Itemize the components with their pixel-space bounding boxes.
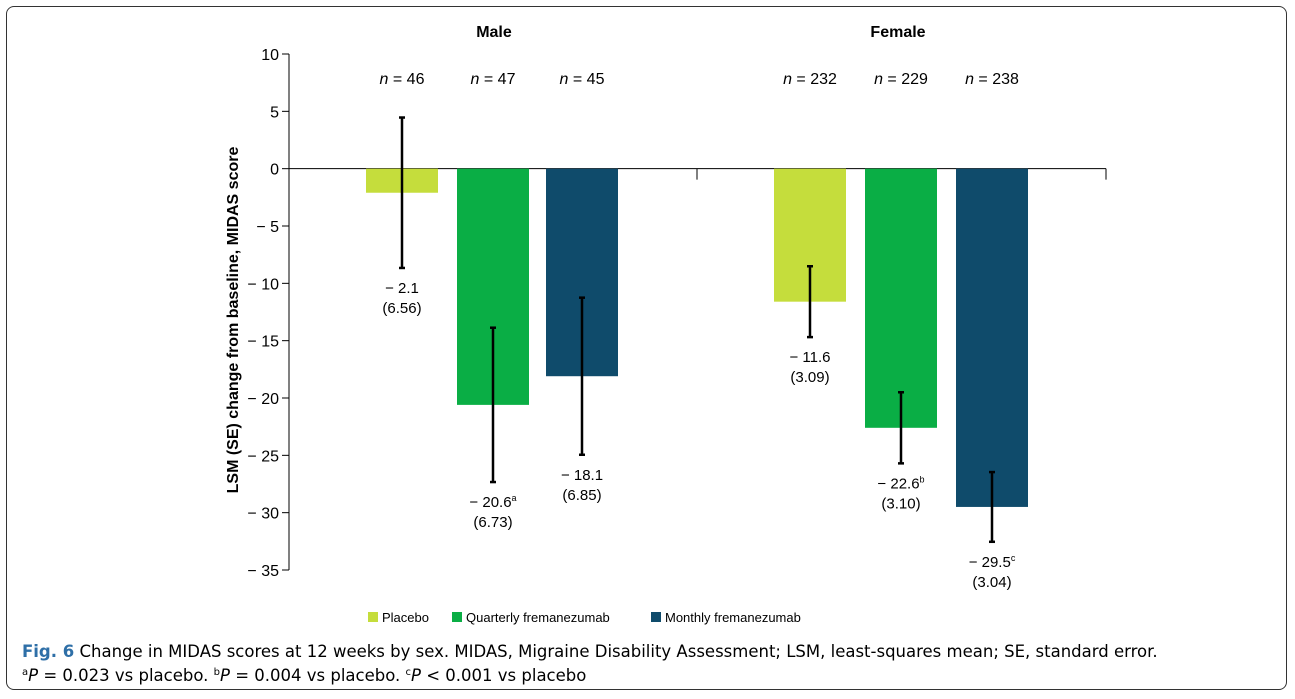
footnote-b-marker: b (213, 667, 221, 678)
y-axis-title: LSM (SE) change from baseline, MIDAS sco… (225, 147, 242, 494)
y-tick-label: 10 (261, 47, 279, 64)
data-label-value: − 29.5c (969, 553, 1016, 571)
y-tick-label: − 20 (247, 391, 279, 408)
y-tick-label: 0 (270, 162, 279, 179)
data-label-value: − 20.6a (469, 493, 516, 511)
data-label-se: (3.09) (790, 369, 829, 386)
data-label-value: − 18.1 (561, 467, 603, 484)
footnote-a-marker: a (22, 667, 29, 678)
n-label: n = 232 (783, 71, 837, 88)
n-label: n = 47 (471, 71, 516, 88)
y-tick-label: − 25 (247, 448, 279, 465)
footnote-b-text: = 0.004 vs placebo. (229, 666, 406, 685)
figure-caption: Fig. 6 Change in MIDAS scores at 12 week… (22, 641, 1272, 686)
data-label-se: (3.10) (881, 495, 920, 512)
group-title: Male (476, 24, 512, 41)
bar-chart: 10 5 0 − 5 − 10 − 15 − 20 − 25 − 30 − 35 LSM (SE) … (225, 24, 1107, 625)
legend-label: Monthly fremanezumab (665, 610, 801, 625)
n-label: n = 238 (965, 71, 1019, 88)
caption-line-1: Fig. 6 Change in MIDAS scores at 12 week… (22, 641, 1272, 662)
y-tick-label: − 10 (247, 276, 279, 293)
footnote-a-p: P (28, 666, 39, 685)
n-label: n = 45 (560, 71, 605, 88)
figure-label: Fig. 6 (22, 642, 75, 661)
footnote-a-text: = 0.023 vs placebo. (38, 666, 214, 685)
data-label-value: − 2.1 (385, 280, 419, 297)
n-label: n = 229 (874, 71, 928, 88)
y-tick-label: − 30 (247, 506, 279, 523)
y-tick-label: 5 (270, 104, 279, 121)
caption-line-2: aP = 0.023 vs placebo. bP = 0.004 vs pla… (22, 662, 1272, 686)
legend-swatch (452, 612, 462, 622)
caption-text: Change in MIDAS scores at 12 weeks by se… (74, 642, 1158, 661)
legend-swatch (651, 612, 661, 622)
footnote-c-p: P (411, 666, 421, 685)
data-label-se: (6.56) (382, 300, 421, 317)
y-tick-label: − 35 (247, 563, 279, 580)
footnote-c-marker: c (405, 667, 412, 678)
n-label: n = 46 (380, 71, 425, 88)
data-label-value: − 11.6 (789, 349, 830, 366)
bar (865, 168, 937, 428)
footnote-c-text: < 0.001 vs placebo (420, 666, 587, 685)
data-label-se: (6.73) (473, 514, 512, 531)
legend-label: Quarterly fremanezumab (466, 610, 610, 625)
legend-swatch (368, 612, 378, 622)
y-tick-label: − 5 (256, 219, 279, 236)
y-tick-label: − 15 (247, 334, 279, 351)
data-label-value: − 22.6b (877, 474, 924, 492)
data-label-se: (6.85) (562, 487, 601, 504)
bar (956, 168, 1028, 507)
figure-frame (6, 6, 1287, 690)
legend-label: Placebo (382, 610, 429, 625)
group-title: Female (870, 24, 925, 41)
data-label-se: (3.04) (972, 574, 1011, 591)
footnote-b-p: P (220, 666, 230, 685)
